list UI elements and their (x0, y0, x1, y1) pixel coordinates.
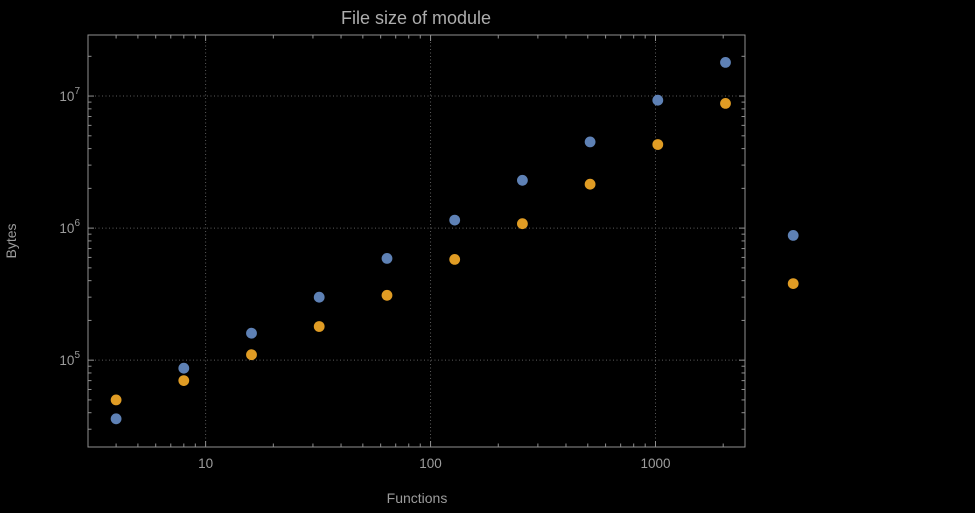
orange-series-point (652, 139, 664, 150)
y-axis-label: Bytes (3, 223, 19, 258)
y-tick-label: 105 (59, 350, 80, 368)
orange-series-point (246, 349, 257, 361)
x-tick-label: 1000 (640, 456, 670, 471)
orange-series-point (449, 254, 461, 265)
orange-series-point (313, 321, 325, 332)
blue-series-point (517, 174, 528, 186)
orange-series-point (110, 394, 122, 406)
blue-series-point (381, 253, 393, 264)
orange-series-point (584, 178, 596, 190)
y-tick-label: 107 (59, 86, 80, 104)
x-axis-label: Functions (387, 490, 448, 506)
blue-series-point (584, 136, 596, 148)
blue-series-point (110, 413, 122, 425)
orange-series-point (787, 278, 799, 289)
orange-series-point (517, 218, 528, 230)
y-tick-label: 106 (59, 218, 80, 236)
blue-series-point (313, 291, 325, 303)
blue-series-point (178, 362, 190, 374)
x-tick-label: 100 (419, 456, 442, 471)
orange-series-point (178, 375, 190, 386)
blue-series-point (787, 230, 799, 241)
orange-series-point (720, 98, 731, 109)
blue-series-point (246, 327, 257, 339)
x-tick-label: 10 (198, 456, 213, 471)
blue-series-point (720, 57, 731, 68)
blue-series-point (652, 94, 664, 106)
chart-title: File size of module (341, 8, 491, 28)
orange-series-point (381, 289, 393, 301)
chart-layers: 10 100 1000 105 106 107 (59, 34, 799, 471)
blue-series-point (449, 214, 461, 226)
